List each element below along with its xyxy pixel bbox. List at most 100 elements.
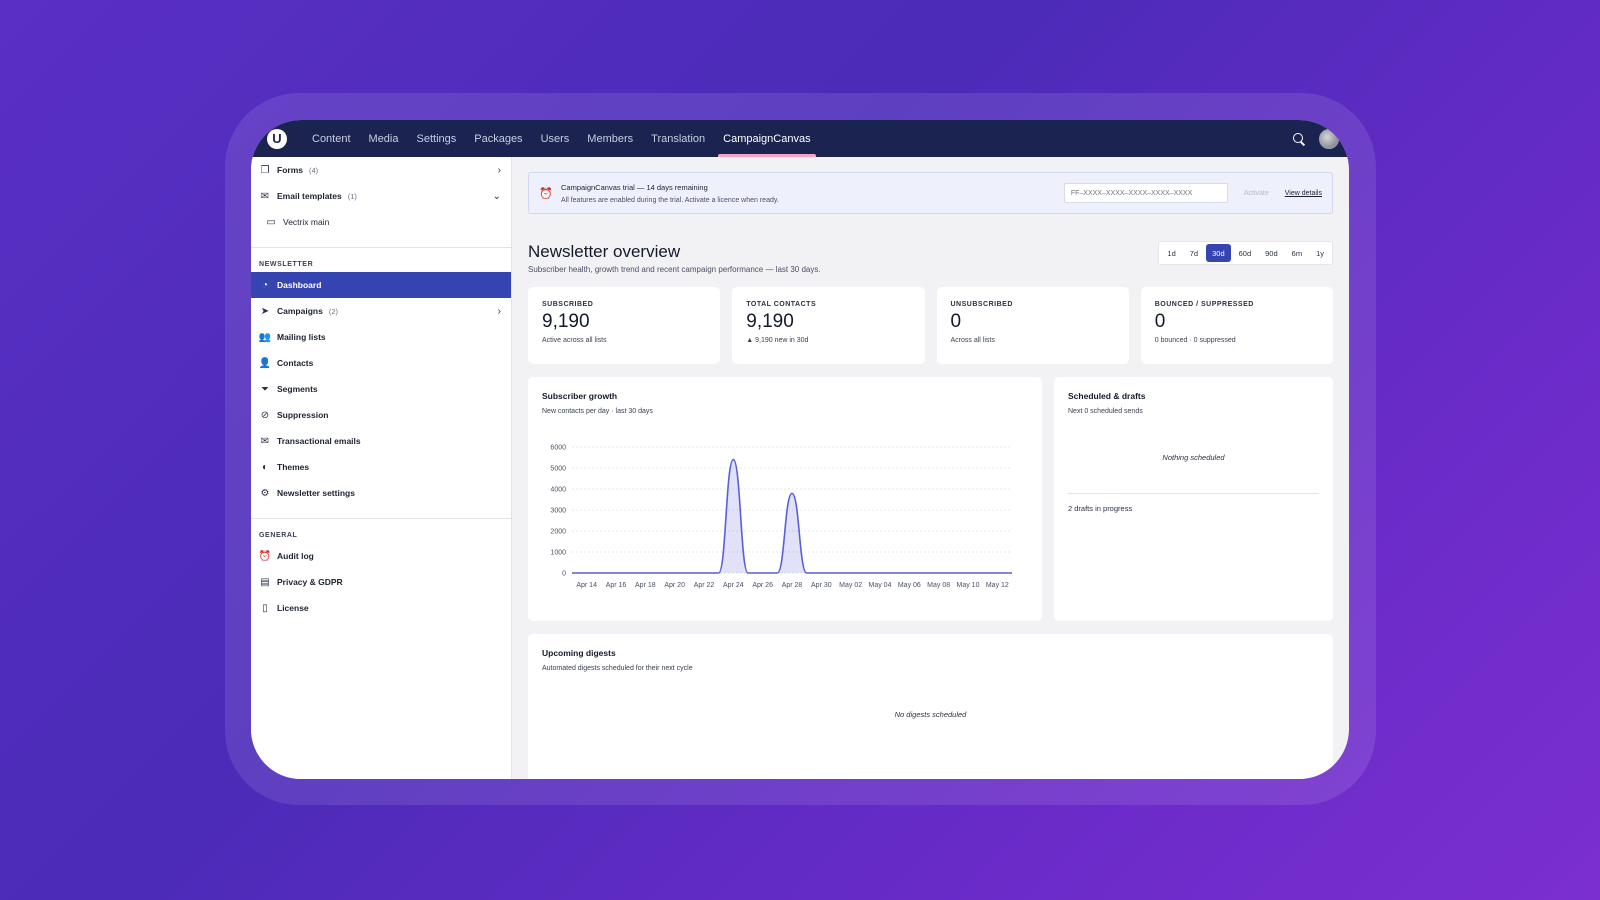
- users-icon: 👥: [258, 331, 272, 343]
- scheduled-title: Scheduled & drafts: [1068, 391, 1146, 401]
- sidebar-item-privacy-gdpr[interactable]: ▤ Privacy & GDPR: [251, 569, 511, 595]
- nav-item-media[interactable]: Media: [368, 132, 399, 145]
- sidebar-item-vectrix-main[interactable]: ▭ Vectrix main: [251, 209, 511, 235]
- alarm-clock-icon: ⏰: [539, 187, 553, 200]
- x-tick-label: Apr 18: [635, 582, 656, 589]
- envelope-icon: ✉: [260, 190, 270, 202]
- chevron-down-icon[interactable]: ⌄: [492, 190, 501, 202]
- sidebar-item-email-templates[interactable]: ✉ Email templates (1) ⌄: [251, 183, 511, 209]
- sidebar-item-label: Segments: [277, 384, 318, 394]
- x-tick-label: Apr 24: [723, 582, 744, 589]
- block-icon: ⊘: [260, 409, 270, 421]
- sidebar-item-label: Privacy & GDPR: [277, 577, 343, 587]
- forms-icon: ❐: [260, 164, 270, 176]
- stat-card-subscribed: SUBSCRIBED 9,190 Active across all lists: [528, 287, 721, 364]
- sidebar-item-label: Email templates: [277, 191, 342, 201]
- sidebar-item-transactional-emails[interactable]: ✉ Transactional emails: [251, 428, 511, 454]
- range-6m[interactable]: 6m: [1291, 248, 1303, 258]
- stat-note: 0 bounced · 0 suppressed: [1154, 337, 1236, 344]
- nav-item-content[interactable]: Content: [312, 132, 351, 145]
- stat-note: ▲ 9,190 new in 30d: [746, 337, 809, 344]
- trial-banner: ⏰ CampaignCanvas trial — 14 days remaini…: [528, 172, 1333, 214]
- sidebar-item-segments[interactable]: ⏷ Segments: [251, 376, 511, 402]
- umbraco-logo-icon[interactable]: U: [267, 128, 287, 149]
- stat-value: 9,190: [746, 311, 794, 332]
- nav-item-members[interactable]: Members: [587, 132, 634, 145]
- sidebar-item-contacts[interactable]: 👤 Contacts: [251, 350, 511, 376]
- sidebar-item-count: (2): [328, 306, 338, 316]
- main-content: ⏰ CampaignCanvas trial — 14 days remaini…: [512, 157, 1349, 779]
- sidebar-item-label: Newsletter settings: [277, 488, 355, 498]
- x-tick-label: May 02: [839, 582, 862, 589]
- subscriber-growth-chart: 0 1000 2000 3000 4000 5000 6000 Apr 14 Apr 16 Apr…: [550, 445, 1012, 589]
- range-60d[interactable]: 60d: [1238, 248, 1252, 258]
- sidebar-item-label: Vectrix main: [283, 217, 330, 227]
- shield-icon: ▤: [260, 576, 270, 588]
- panel-divider: [1068, 493, 1319, 494]
- range-7d[interactable]: 7d: [1189, 248, 1199, 258]
- sidebar-divider: [251, 518, 511, 519]
- stats-row: SUBSCRIBED 9,190 Active across all lists TO…: [528, 287, 1333, 364]
- upcoming-digests-panel: Upcoming digests Automated digests sched…: [528, 634, 1333, 779]
- nav-item-users[interactable]: Users: [540, 132, 570, 145]
- range-1d[interactable]: 1d: [1167, 248, 1176, 258]
- sidebar-item-label: Campaigns: [277, 306, 323, 316]
- sidebar-item-themes[interactable]: ◐ Themes: [251, 454, 511, 480]
- sidebar-item-label: Themes: [277, 462, 310, 472]
- sidebar-item-license[interactable]: ▯ License: [251, 595, 511, 621]
- nav-item-settings[interactable]: Settings: [416, 132, 457, 145]
- sidebar-section-newsletter: NEWSLETTER: [259, 261, 314, 268]
- stat-card-unsubscribed: UNSUBSCRIBED 0 Across all lists: [936, 287, 1129, 364]
- x-tick-label: May 04: [869, 582, 892, 589]
- x-tick-label: May 12: [986, 582, 1009, 589]
- sidebar-item-newsletter-settings[interactable]: ⚙ Newsletter settings: [251, 480, 511, 506]
- nav-item-campaigncanvas[interactable]: CampaignCanvas: [714, 120, 819, 157]
- user-icon: 👤: [258, 357, 272, 369]
- stat-label: SUBSCRIBED: [542, 301, 594, 308]
- growth-subtitle: New contacts per day · last 30 days: [542, 408, 653, 415]
- stat-label: TOTAL CONTACTS: [746, 301, 817, 308]
- date-range-selector: 1d 7d 30d 60d 90d 6m 1y: [1158, 241, 1333, 265]
- y-tick-label: 4000: [550, 487, 566, 494]
- sidebar-item-audit-log[interactable]: ⏰ Audit log: [251, 543, 511, 569]
- view-details-link[interactable]: View details: [1284, 189, 1322, 197]
- drafts-in-progress[interactable]: 2 drafts in progress: [1068, 504, 1133, 513]
- sidebar-item-mailing-lists[interactable]: 👥 Mailing lists: [251, 324, 511, 350]
- sidebar-item-campaigns[interactable]: ➤ Campaigns (2) ›: [251, 298, 511, 324]
- sidebar-item-count: (1): [347, 191, 357, 201]
- stat-note: Active across all lists: [542, 337, 607, 344]
- send-icon: ➤: [260, 305, 270, 317]
- template-icon: ▭: [266, 216, 276, 228]
- x-tick-label: May 10: [957, 582, 980, 589]
- y-tick-label: 5000: [550, 466, 566, 473]
- chevron-right-icon[interactable]: ›: [497, 305, 501, 317]
- y-tick-label: 0: [562, 571, 566, 578]
- x-tick-label: May 06: [898, 582, 921, 589]
- nav-item-packages[interactable]: Packages: [474, 132, 523, 145]
- activate-button[interactable]: Activate: [1243, 189, 1269, 197]
- sidebar-item-dashboard[interactable]: ◔ Dashboard: [251, 272, 511, 298]
- licence-key-input[interactable]: [1063, 183, 1228, 203]
- scheduled-drafts-panel: Scheduled & drafts Next 0 scheduled send…: [1054, 377, 1333, 621]
- sidebar-item-suppression[interactable]: ⊘ Suppression: [251, 402, 511, 428]
- main-nav: Content Media Settings Packages Users Members…: [303, 120, 820, 157]
- x-tick-label: Apr 30: [811, 582, 832, 589]
- y-tick-label: 1000: [550, 550, 566, 557]
- sidebar-item-label: License: [277, 603, 309, 613]
- avatar[interactable]: [1319, 128, 1339, 149]
- page-subtitle: Subscriber health, growth trend and rece…: [528, 265, 821, 274]
- stat-value: 0: [950, 311, 962, 332]
- range-1y[interactable]: 1y: [1316, 248, 1324, 258]
- x-tick-label: May 08: [927, 582, 950, 589]
- sidebar-item-label: Dashboard: [277, 280, 322, 290]
- top-navigation-bar: U Content Media Settings Packages Users Membe…: [251, 120, 1349, 157]
- sidebar-item-label: Mailing lists: [277, 332, 326, 342]
- stat-value: 0: [1154, 311, 1166, 332]
- sidebar-item-forms[interactable]: ❐ Forms (4) ›: [251, 157, 511, 183]
- chevron-right-icon[interactable]: ›: [497, 164, 501, 176]
- nav-item-translation[interactable]: Translation: [651, 132, 706, 145]
- trial-subtitle: All features are enabled during the tria…: [561, 196, 779, 204]
- range-30d[interactable]: 30d: [1206, 244, 1231, 262]
- search-icon[interactable]: [1293, 132, 1305, 145]
- range-90d[interactable]: 90d: [1265, 248, 1278, 258]
